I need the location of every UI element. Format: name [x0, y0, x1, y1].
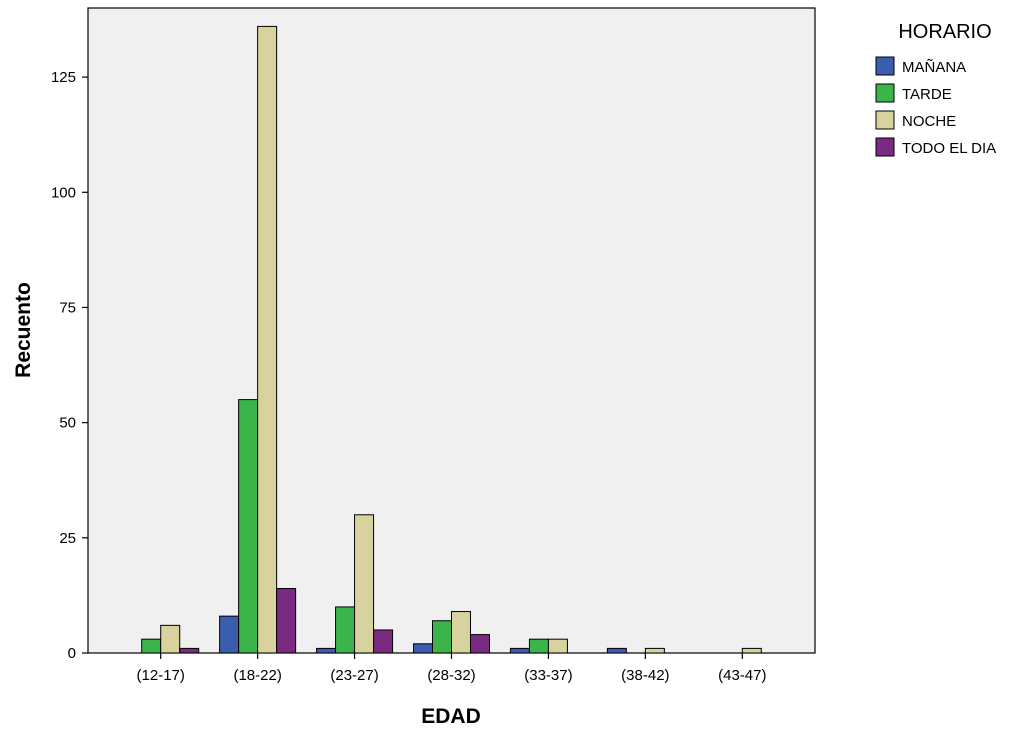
bar-tarde-0 [141, 638, 162, 654]
y-tick-label: 75 [59, 299, 76, 316]
bar-ma-ana-3 [413, 643, 433, 654]
bar-noche-3 [451, 611, 471, 654]
legend-label: TODO EL DIA [902, 140, 996, 157]
axis-layer: 0 25 50 75 100 125 (12-17) (18-22) (23-27) (28-32… [51, 69, 767, 684]
bar-ma-ana-4 [509, 647, 530, 654]
bar-ma-ana-2 [316, 647, 337, 654]
legend-label: TARDE [902, 86, 952, 103]
bar-tarde-4 [528, 638, 549, 654]
bar-ma-ana-1 [219, 615, 240, 654]
y-tick-label: 125 [51, 69, 76, 86]
bar-noche-5 [644, 647, 665, 654]
legend-swatch [875, 56, 895, 76]
bar-tarde-1 [238, 399, 259, 654]
bar-todo-el-dia-3 [470, 634, 490, 654]
plot-area [87, 7, 816, 654]
legend: HORARIO MAÑANA TARDE NOCHE TODO EL DIA [875, 21, 996, 157]
x-tick-label: (43-47) [718, 667, 766, 684]
bar-noche-1 [257, 25, 278, 654]
bar-ma-ana-5 [606, 647, 627, 654]
x-tick-label: (18-22) [233, 667, 281, 684]
legend-title: HORARIO [898, 21, 991, 43]
y-tick-label: 25 [59, 530, 76, 547]
y-tick-label: 50 [59, 415, 76, 432]
bar-todo-el-dia-0 [179, 647, 200, 654]
bars-layer [141, 25, 762, 654]
bar-todo-el-dia-1 [276, 588, 297, 654]
y-axis-title: Recuento [12, 282, 35, 378]
x-tick-label: (23-27) [330, 667, 378, 684]
legend-items: MAÑANA TARDE NOCHE TODO EL DIA [875, 56, 996, 157]
y-tick-label: 100 [51, 184, 76, 201]
legend-swatch [875, 83, 895, 103]
bar-noche-6 [741, 647, 762, 654]
y-tick-label: 0 [68, 645, 76, 662]
x-tick-label: (28-32) [427, 667, 475, 684]
legend-swatch [875, 137, 895, 157]
x-axis-title: EDAD [421, 705, 481, 728]
bar-tarde-3 [432, 620, 452, 654]
bar-todo-el-dia-2 [373, 629, 394, 654]
x-tick-label: (33-37) [524, 667, 572, 684]
legend-label: NOCHE [902, 113, 956, 130]
x-tick-label: (12-17) [137, 667, 185, 684]
legend-swatch [875, 110, 895, 130]
bar-noche-4 [547, 638, 568, 654]
x-tick-label: (38-42) [621, 667, 669, 684]
bar-noche-0 [160, 624, 181, 654]
bar-noche-2 [354, 514, 375, 654]
legend-label: MAÑANA [902, 59, 966, 76]
bar-tarde-2 [335, 606, 356, 654]
